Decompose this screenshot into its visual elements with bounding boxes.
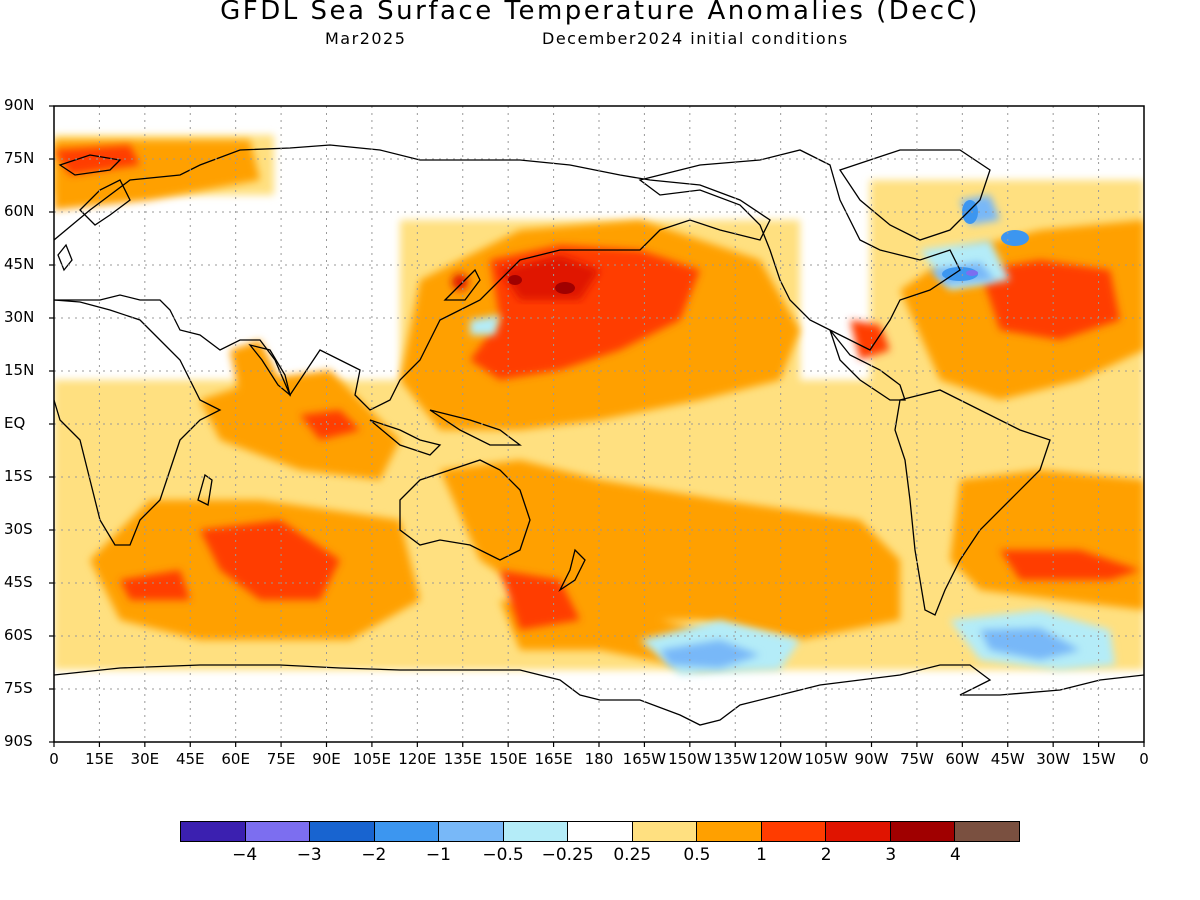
color-swatch [181,822,246,841]
color-swatch [890,822,956,841]
color-legend-label: −3 [296,845,322,865]
grid-lines [54,106,1144,742]
latitude-label: 45N [4,255,35,273]
longitude-label: 150E [489,750,528,768]
longitude-label: 60W [945,750,980,768]
color-legend-label: −2 [361,845,387,865]
longitude-label: 90W [854,750,889,768]
latitude-label: 60N [4,202,35,220]
color-swatch [310,822,375,841]
axis-ticks [49,105,1145,747]
longitude-label: 120E [398,750,437,768]
latitude-label: 45S [4,573,33,591]
color-swatch [503,822,569,841]
color-legend-label: 1 [756,845,767,865]
color-legend-label: 0.25 [613,845,652,865]
latitude-label: 90N [4,96,35,114]
color-swatch [245,822,311,841]
color-swatch [439,822,504,841]
longitude-label: 135W [713,750,757,768]
longitude-label: 60E [221,750,250,768]
color-legend-label: 4 [949,845,961,865]
longitude-label: 105W [804,750,848,768]
color-swatch [374,822,440,841]
color-legend [180,821,1020,842]
longitude-label: 30E [130,750,160,768]
latitude-label: 75S [4,679,33,697]
color-legend-label: −4 [232,845,258,865]
longitude-label: 30W [1036,750,1071,768]
latitude-label: 60S [4,626,33,644]
latitude-label: 15N [4,361,35,379]
latitude-label: 30S [4,520,33,538]
longitude-label: 15W [1081,750,1116,768]
forecast-month: Mar2025 [325,29,407,48]
longitude-label: 45E [175,750,205,768]
longitude-label: 135E [443,750,482,768]
latitude-label: 75N [4,149,35,167]
initial-conditions: December2024 initial conditions [542,29,849,48]
color-swatch [955,822,1019,841]
longitude-label: 150W [668,750,712,768]
longitude-label: 0 [1139,750,1149,768]
longitude-label: 75E [266,750,296,768]
latitude-label: 90S [4,732,33,750]
map-title: GFDL Sea Surface Temperature Anomalies (… [220,0,980,26]
longitude-label: 15E [85,750,114,768]
color-legend-label: 2 [820,845,832,865]
color-swatch [697,822,762,841]
longitude-label: 180 [584,750,614,768]
longitude-label: 165E [534,750,573,768]
latitude-label: EQ [4,414,26,432]
color-legend-label: −1 [425,845,451,865]
color-swatch [761,822,827,841]
latitude-label: 15S [4,467,33,485]
longitude-label: 90E [312,750,341,768]
color-legend-label: 0.5 [683,845,711,865]
longitude-label: 0 [49,750,59,768]
color-swatch [568,822,633,841]
latitude-label: 30N [4,308,35,326]
color-legend-label: −0.5 [482,845,524,865]
longitude-label: 165W [622,750,667,768]
color-legend-label: −0.25 [541,845,594,865]
longitude-label: 75W [899,750,934,768]
longitude-label: 45W [990,750,1025,768]
color-legend-label: 3 [885,845,897,865]
longitude-label: 120W [758,750,803,768]
longitude-label: 105E [352,750,391,768]
color-swatch [826,822,891,841]
coastlines [54,144,1144,726]
color-swatch [632,822,698,841]
